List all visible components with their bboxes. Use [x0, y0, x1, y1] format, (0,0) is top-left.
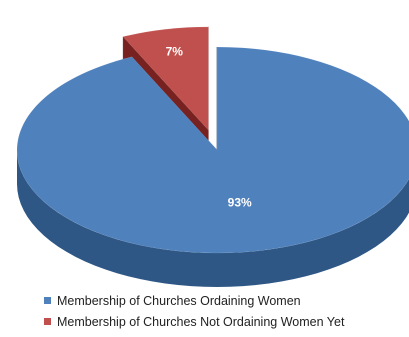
data-label-not-ordaining: 7% — [166, 44, 184, 58]
legend-label-not-ordaining: Membership of Churches Not Ordaining Wom… — [57, 314, 345, 329]
pie-slice-not-ordaining-top — [122, 26, 209, 131]
data-label-ordaining: 93% — [228, 195, 252, 209]
legend-swatch-ordaining — [44, 297, 51, 304]
legend-swatch-not-ordaining — [44, 318, 51, 325]
pie-slice-ordaining-side — [17, 150, 409, 287]
legend-label-ordaining: Membership of Churches Ordaining Women — [57, 293, 301, 308]
pie-slice-ordaining — [16, 46, 409, 287]
legend-item-ordaining: Membership of Churches Ordaining Women — [44, 290, 404, 311]
pie-slice-ordaining-top — [16, 46, 409, 254]
chart-legend: Membership of Churches Ordaining Women M… — [44, 290, 404, 332]
legend-item-not-ordaining: Membership of Churches Not Ordaining Wom… — [44, 311, 404, 332]
